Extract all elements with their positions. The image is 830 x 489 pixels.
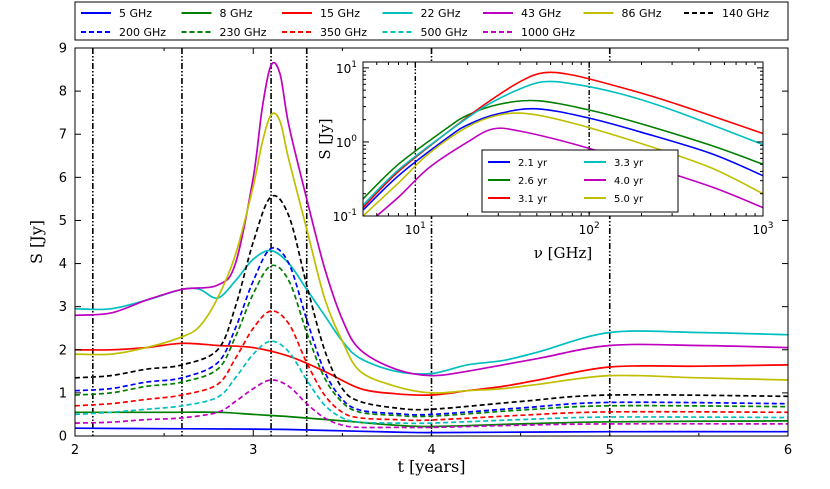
inset-series-1 [363, 99, 763, 200]
main-series-10 [75, 340, 788, 425]
main-legend-label-0: 5 GHz [119, 7, 152, 20]
main-ytick-label-7: 7 [59, 128, 67, 143]
main-ytick-label-5: 5 [59, 214, 67, 229]
main-legend-label-9: 350 GHz [320, 26, 367, 39]
inset-legend-label-5: 5.0 yr [614, 194, 644, 205]
main-x-axis-title: t [years] [398, 457, 466, 476]
inset-legend-label-3: 3.3 yr [614, 158, 644, 169]
inset-legend-label-0: 2.1 yr [518, 158, 548, 169]
main-legend-label-2: 15 GHz [320, 7, 360, 20]
inset-series-0 [363, 107, 763, 211]
main-legend-label-8: 230 GHz [220, 26, 267, 39]
main-legend: 5 GHz 8 GHz 15 GHz 22 GHz 43 GHz 86 GHz 140 GH… [74, 1, 789, 41]
inset-xtick-label-2: 103 [752, 221, 773, 237]
inset-legend-label-2: 3.1 yr [518, 194, 548, 205]
main-plot: 2 3 4 5 6 0 1 2 3 4 5 6 7 8 9 t [years] S [Jy] [27, 42, 792, 477]
inset-legend-label-1: 2.6 yr [518, 176, 548, 187]
main-legend-label-1: 8 GHz [220, 7, 253, 20]
main-series-6 [75, 194, 788, 411]
inset-xtick-label-0: 101 [405, 221, 426, 237]
inset-series-3 [363, 80, 763, 206]
inset-ytick-label-1: 100 [336, 134, 357, 150]
main-legend-frame [74, 1, 789, 41]
main-series-7 [75, 246, 788, 416]
main-ytick-label-8: 8 [59, 85, 67, 100]
main-xtick-label-2: 4 [427, 443, 435, 458]
main-series-2 [75, 342, 788, 397]
main-xtick-label-0: 2 [71, 443, 79, 458]
main-legend-label-5: 86 GHz [622, 7, 662, 20]
inset-axes-frame [362, 61, 764, 217]
main-y-axis-title: S [Jy] [27, 220, 46, 264]
main-ytick-label-3: 3 [59, 300, 67, 315]
main-xtick-label-1: 3 [249, 443, 257, 458]
main-series-8 [75, 264, 788, 418]
main-series-4 [75, 61, 788, 377]
main-ytick-label-1: 1 [59, 386, 67, 401]
main-series-9 [75, 310, 788, 422]
inset-x-axis-title: ν [GHz] [534, 244, 593, 262]
main-series-11 [75, 379, 788, 429]
main-series-5 [75, 112, 788, 394]
main-ytick-label-6: 6 [59, 171, 67, 186]
main-series-0 [75, 427, 788, 434]
inset-ytick-label-0: 10-1 [333, 208, 357, 224]
main-ytick-label-4: 4 [59, 257, 67, 272]
inset-y-axis-title: S [Jy] [316, 118, 334, 159]
main-ytick-label-2: 2 [59, 343, 67, 358]
main-legend-label-10: 500 GHz [421, 26, 468, 39]
main-legend-label-4: 43 GHz [521, 7, 561, 20]
inset-ytick-label-2: 101 [336, 60, 357, 76]
main-xtick-label-3: 5 [606, 443, 614, 458]
main-legend-label-3: 22 GHz [421, 7, 461, 20]
main-ytick-label-9: 9 [59, 42, 67, 57]
main-legend-label-6: 140 GHz [722, 7, 769, 20]
main-legend-label-11: 1000 GHz [521, 26, 575, 39]
inset-xtick-label-1: 102 [579, 221, 600, 237]
main-ytick-label-0: 0 [59, 430, 67, 445]
main-legend-label-7: 200 GHz [119, 26, 166, 39]
main-xtick-label-4: 6 [784, 443, 792, 458]
inset-legend-frame [481, 149, 679, 213]
inset-legend-label-4: 4.0 yr [614, 176, 644, 187]
inset-plot: 101 102 103 10-1 100 101 ν [GHz] S [Jy] 2.1 yr 2.… [316, 60, 774, 262]
